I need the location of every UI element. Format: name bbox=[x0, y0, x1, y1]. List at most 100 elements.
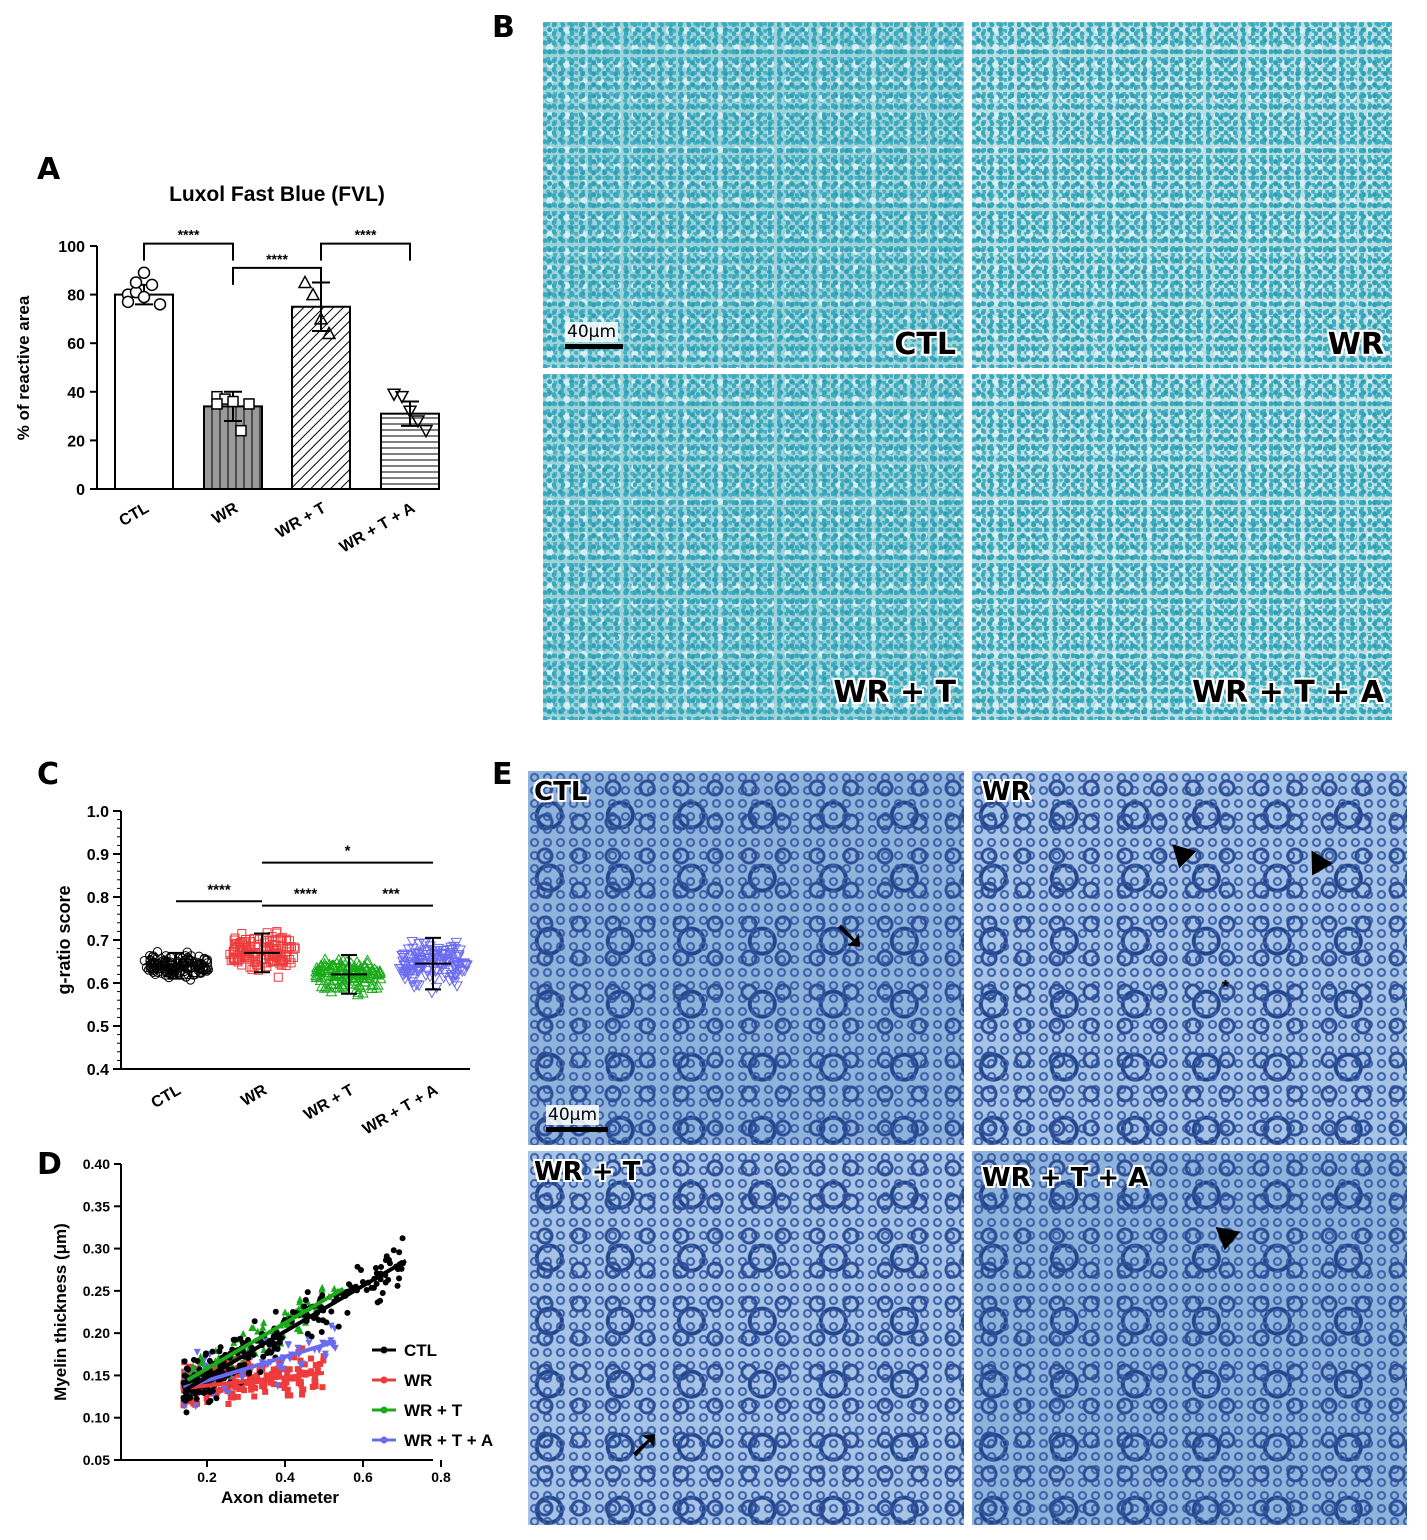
panel-a-letter: A bbox=[37, 152, 61, 187]
c-point bbox=[228, 954, 238, 964]
c-point bbox=[455, 964, 467, 976]
d-point bbox=[267, 1379, 274, 1386]
scale-bar-b: 40μm bbox=[565, 322, 623, 349]
c-ytick-label: 0.4 bbox=[87, 1062, 109, 1079]
c-point bbox=[398, 953, 411, 964]
micrograph-b-ctl: 40μm CTL bbox=[543, 22, 964, 368]
d-point bbox=[318, 1329, 325, 1336]
a-point bbox=[137, 290, 151, 304]
d-point bbox=[215, 1387, 222, 1394]
scatter-chart-d: Myelin thickness (μm) Axon diameter 0.05… bbox=[51, 1156, 493, 1507]
a-significance-bracket bbox=[143, 242, 234, 261]
c-ytick-label: 0.7 bbox=[87, 933, 109, 950]
d-point bbox=[301, 1361, 308, 1368]
d-point bbox=[299, 1387, 306, 1394]
micrograph-e-wrt: WR + T ➚ ➚ bbox=[528, 1151, 964, 1525]
d-point bbox=[319, 1292, 326, 1299]
c-point bbox=[195, 968, 206, 978]
d-point bbox=[193, 1348, 201, 1356]
c-point bbox=[179, 966, 189, 977]
d-point bbox=[225, 1400, 232, 1407]
c-point bbox=[363, 972, 376, 983]
d-point bbox=[234, 1393, 241, 1400]
chart-d-ylabel: Myelin thickness (μm) bbox=[51, 1223, 70, 1401]
c-point bbox=[406, 937, 419, 948]
a-point bbox=[410, 415, 426, 429]
d-point bbox=[245, 1355, 252, 1362]
a-bar bbox=[291, 305, 351, 490]
d-point bbox=[281, 1378, 288, 1385]
d-point bbox=[275, 1369, 282, 1376]
a-ytick-label: 60 bbox=[67, 336, 85, 353]
c-point bbox=[414, 955, 427, 966]
d-point bbox=[247, 1382, 254, 1389]
c-ytick-label: 0.5 bbox=[87, 1019, 109, 1036]
d-point bbox=[187, 1363, 194, 1370]
micrograph-b-wrt-label: WR + T bbox=[833, 675, 956, 710]
micrograph-e-wr-label: WR bbox=[982, 777, 1031, 807]
d-regression-line bbox=[183, 1370, 325, 1391]
d-regression-line bbox=[183, 1339, 337, 1390]
scale-bar-b-label: 40μm bbox=[565, 322, 619, 342]
chart-a-title: Luxol Fast Blue (FVL) bbox=[169, 183, 385, 206]
micrograph-e-wrta: WR + T + A bbox=[972, 1151, 1407, 1525]
d-point bbox=[307, 1355, 314, 1362]
a-point bbox=[211, 398, 223, 410]
d-point bbox=[276, 1358, 283, 1365]
a-point bbox=[243, 398, 255, 410]
micrograph-b-wrta: WR + T + A bbox=[972, 374, 1392, 720]
d-point bbox=[305, 1339, 313, 1347]
c-point bbox=[397, 966, 410, 978]
a-xtick-label: CTL bbox=[117, 500, 153, 530]
c-point bbox=[408, 982, 421, 993]
a-point bbox=[321, 325, 337, 340]
c-point bbox=[460, 960, 473, 972]
d-legend-label: CTL bbox=[404, 1341, 437, 1360]
c-point bbox=[398, 949, 411, 961]
d-point bbox=[317, 1360, 324, 1367]
d-point bbox=[298, 1360, 306, 1368]
c-point bbox=[430, 982, 443, 994]
d-point bbox=[254, 1372, 261, 1379]
c-point bbox=[410, 951, 423, 963]
c-point bbox=[335, 959, 348, 971]
c-point bbox=[431, 965, 443, 977]
a-significance-label: **** bbox=[355, 227, 377, 243]
d-legend-label: WR bbox=[404, 1371, 432, 1390]
d-point bbox=[320, 1357, 327, 1364]
c-point bbox=[149, 963, 159, 973]
a-point bbox=[305, 287, 321, 301]
c-point bbox=[289, 952, 299, 962]
d-point bbox=[279, 1365, 287, 1373]
c-point bbox=[451, 981, 463, 992]
c-point bbox=[445, 972, 458, 983]
panel-d-letter: D bbox=[37, 1147, 62, 1182]
d-point bbox=[245, 1336, 252, 1343]
a-point bbox=[402, 405, 418, 419]
c-point bbox=[242, 945, 252, 955]
c-point bbox=[348, 965, 361, 976]
micrograph-e-wrt-label: WR + T bbox=[534, 1157, 641, 1187]
c-point bbox=[310, 965, 322, 977]
c-point bbox=[265, 941, 275, 951]
d-ytick-label: 0.20 bbox=[83, 1325, 110, 1341]
d-point bbox=[197, 1359, 205, 1367]
c-point bbox=[445, 969, 458, 981]
d-ytick-label: 0.35 bbox=[83, 1198, 110, 1214]
d-point bbox=[248, 1324, 256, 1332]
c-point bbox=[173, 958, 183, 968]
d-point bbox=[232, 1336, 239, 1343]
d-point bbox=[241, 1361, 248, 1368]
arrowhead-e-wr-1 bbox=[1163, 835, 1197, 869]
d-point bbox=[235, 1371, 242, 1378]
d-point bbox=[229, 1390, 236, 1397]
c-point bbox=[406, 957, 418, 968]
d-point bbox=[330, 1284, 338, 1292]
d-point bbox=[269, 1372, 276, 1379]
c-point bbox=[361, 957, 374, 968]
a-xtick-label: WR + T + A bbox=[337, 500, 419, 557]
d-point bbox=[180, 1402, 188, 1410]
d-legend-marker bbox=[380, 1406, 388, 1414]
a-point bbox=[297, 274, 313, 289]
panel-e-letter: E bbox=[492, 757, 513, 792]
